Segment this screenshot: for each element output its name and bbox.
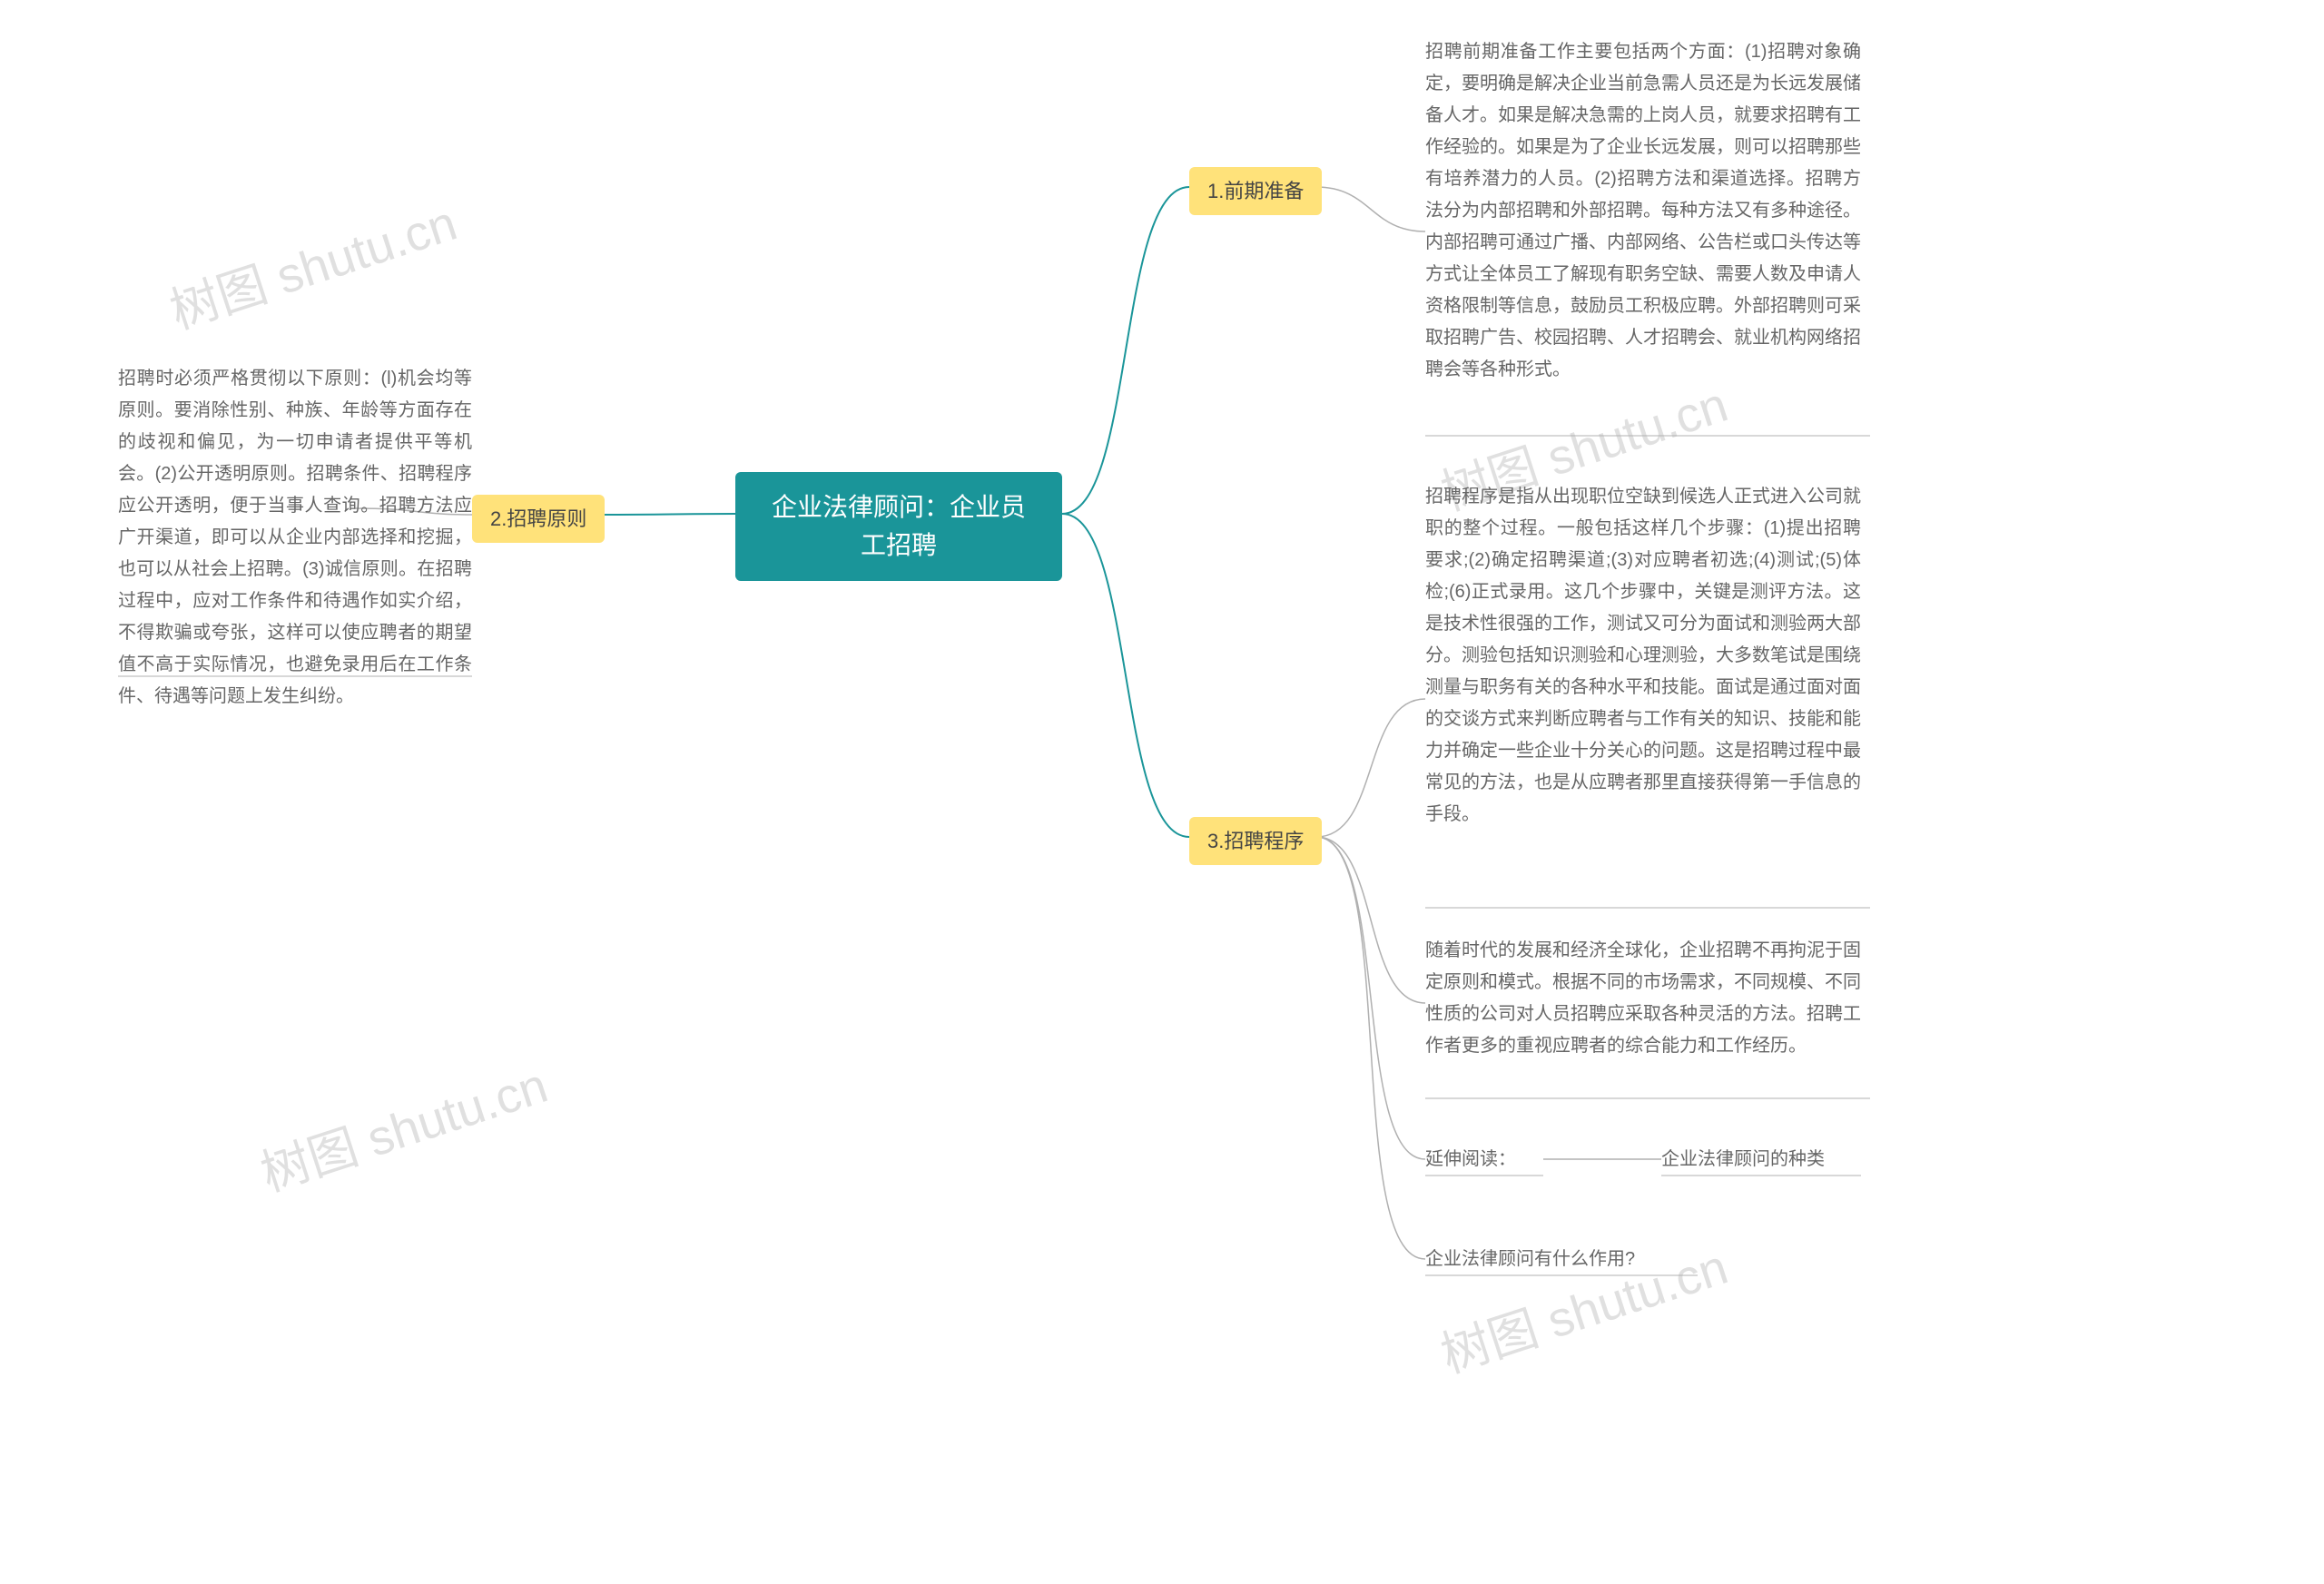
- branch-label: 3.招聘程序: [1207, 826, 1304, 856]
- leaf-extended-reading-item: 企业法律顾问的种类: [1661, 1144, 1861, 1176]
- watermark: 树图 shutu.cn: [160, 182, 465, 342]
- leaf-extended-reading-label: 延伸阅读：: [1425, 1144, 1607, 1176]
- watermark: 树图 shutu.cn: [251, 1045, 556, 1205]
- leaf-principles-detail: 招聘时必须严格贯彻以下原则：(l)机会均等原则。要消除性别、种族、年龄等方面存在…: [118, 363, 472, 713]
- branch-preparation[interactable]: 1.前期准备: [1189, 167, 1322, 215]
- leaf-process-detail-1: 招聘程序是指从出现职位空缺到候选人正式进入公司就职的整个过程。一般包括这样几个步…: [1425, 481, 1861, 831]
- root-label: 企业法律顾问：企业员工招聘: [761, 488, 1037, 565]
- branch-process[interactable]: 3.招聘程序: [1189, 817, 1322, 865]
- branch-principles[interactable]: 2.招聘原则: [472, 495, 605, 543]
- leaf-advisor-role-question: 企业法律顾问有什么作用?: [1425, 1244, 1698, 1275]
- connector-layer: [0, 0, 2324, 1584]
- branch-label: 1.前期准备: [1207, 176, 1304, 206]
- root-node[interactable]: 企业法律顾问：企业员工招聘: [735, 472, 1062, 581]
- leaf-process-detail-2: 随着时代的发展和经济全球化，企业招聘不再拘泥于固定原则和模式。根据不同的市场需求…: [1425, 935, 1861, 1062]
- leaf-preparation-detail: 招聘前期准备工作主要包括两个方面：(1)招聘对象确定，要明确是解决企业当前急需人…: [1425, 36, 1861, 386]
- branch-label: 2.招聘原则: [490, 504, 586, 534]
